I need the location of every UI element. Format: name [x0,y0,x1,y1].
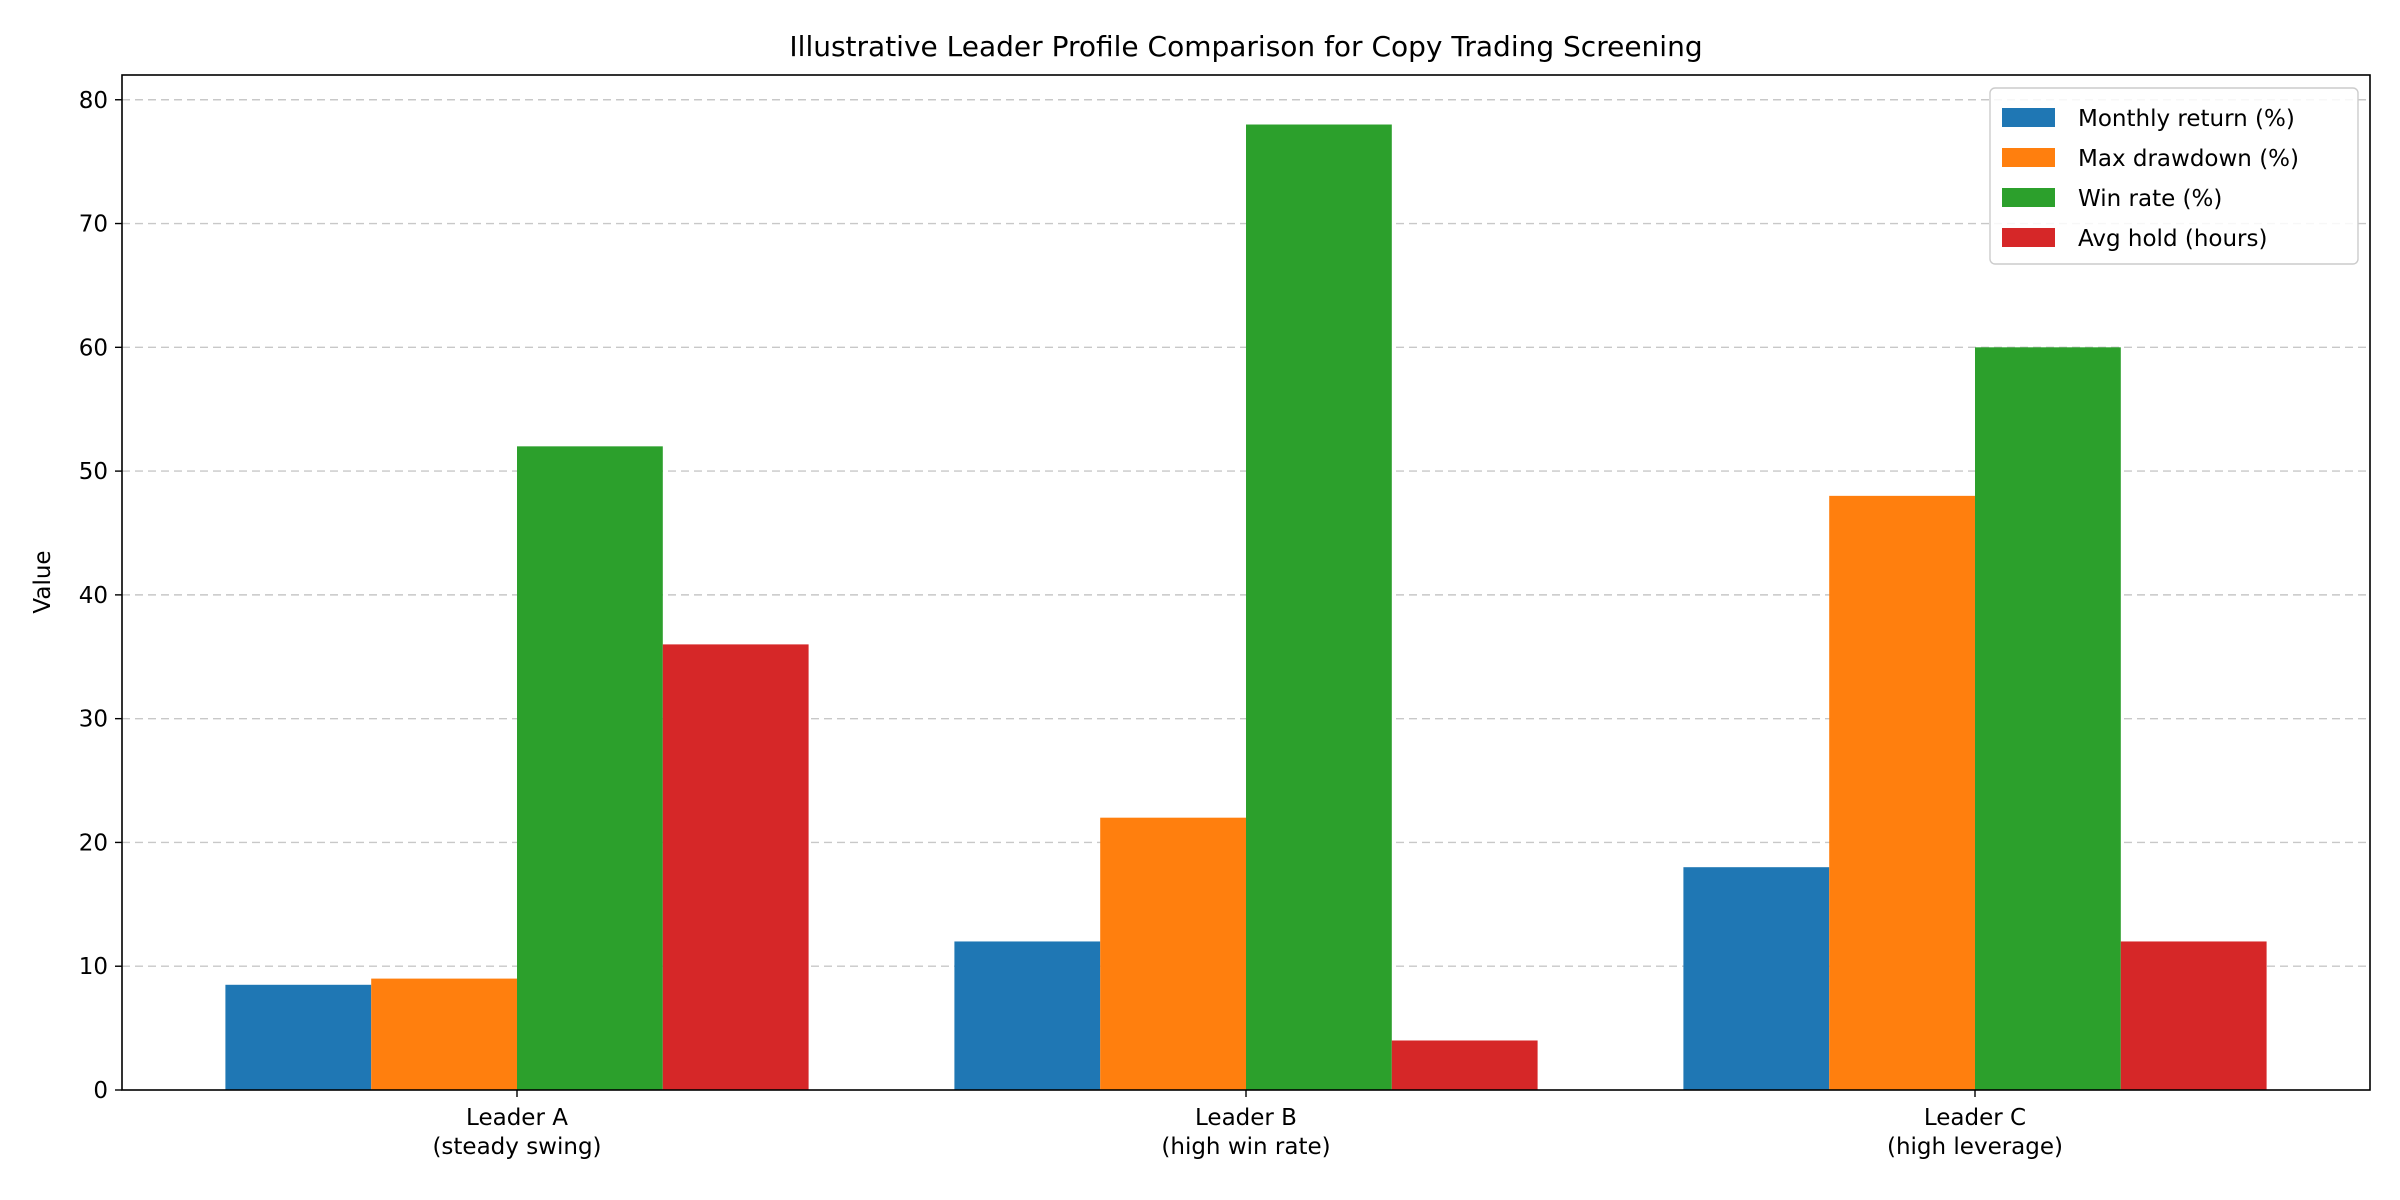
legend-swatch [2002,228,2055,247]
bar-avg-hold-hours--3 [2120,941,2267,1090]
bar-max-drawdown--2 [1100,817,1246,1090]
bar-avg-hold-hours--1 [662,644,809,1090]
legend-swatch [2002,148,2055,167]
x-tick-label: (high win rate) [1161,1134,1330,1160]
y-tick-label: 50 [79,459,108,485]
bar-monthly-return--1 [225,984,372,1090]
legend-swatch [2002,108,2055,127]
bar-win-rate--3 [1975,347,2121,1090]
bar-monthly-return--2 [954,941,1101,1090]
legend-label: Max drawdown (%) [2078,146,2299,172]
y-tick-label: 80 [79,88,108,114]
y-tick-label: 0 [93,1078,108,1104]
x-tick-label: (steady swing) [432,1134,601,1160]
x-tick-label: (high leverage) [1887,1134,2063,1160]
bar-max-drawdown--3 [1829,495,1975,1091]
y-tick-label: 60 [79,335,108,361]
legend-swatch [2002,188,2055,207]
bar-win-rate--1 [517,446,663,1091]
bar-avg-hold-hours--2 [1391,1040,1538,1090]
x-tick-label: Leader A [466,1105,568,1131]
bar-win-rate--2 [1246,124,1392,1090]
legend-box [1989,87,2359,265]
y-tick-label: 70 [79,212,108,238]
x-tick-label: Leader B [1195,1105,1297,1131]
y-tick-label: 20 [79,830,108,856]
y-tick-label: 30 [79,707,108,733]
x-tick-label: Leader C [1924,1105,2026,1131]
legend: Monthly return (%) Max drawdown (%) Win ra… [1989,87,2359,265]
legend-label: Win rate (%) [2078,186,2222,212]
legend-label: Avg hold (hours) [2078,226,2267,252]
legend-label: Monthly return (%) [2078,106,2295,132]
chart-title: Illustrative Leader Profile Comparison f… [789,30,1702,63]
bar-max-drawdown--1 [371,978,517,1090]
y-axis-label: Value [30,550,56,613]
bar-monthly-return--3 [1683,867,1830,1090]
y-tick-label: 10 [79,954,108,980]
y-tick-label: 40 [79,583,108,609]
